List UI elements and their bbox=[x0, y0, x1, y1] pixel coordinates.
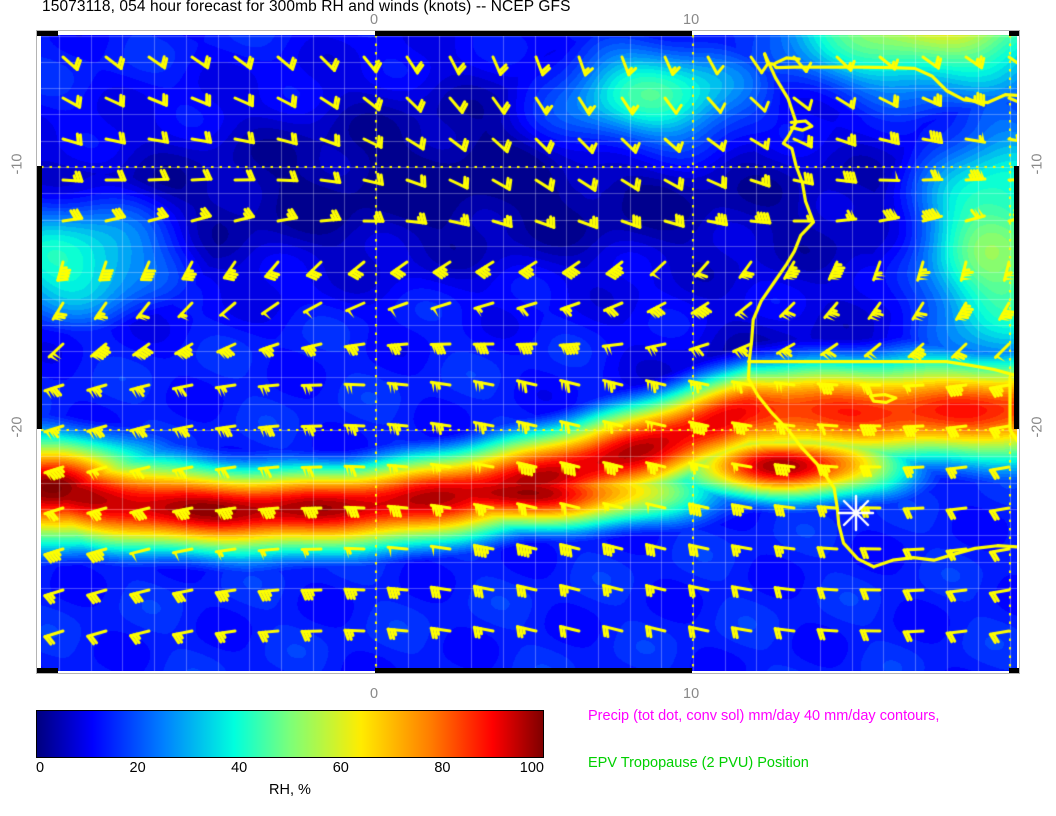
colorbar-tick-0: 0 bbox=[36, 760, 45, 776]
page-title: 15073118, 054 hour forecast for 300mb RH… bbox=[42, 0, 571, 15]
colorbar-tick-100: 100 bbox=[519, 760, 544, 776]
frame-tick-left--10 bbox=[37, 166, 42, 429]
colorbar-tick-40: 40 bbox=[231, 760, 248, 776]
rh-wind-field-canvas bbox=[41, 35, 1017, 671]
colorbar: RH, % 0 20 40 60 80 100 bbox=[36, 710, 544, 798]
colorbar-title: RH, % bbox=[269, 782, 311, 798]
map-frame bbox=[36, 30, 1020, 674]
axis-label-right-lat-m20: -20 bbox=[1029, 416, 1046, 438]
axis-label-bottom-lon-0: 0 bbox=[370, 686, 379, 702]
axis-label-top-lon-0: 0 bbox=[370, 12, 379, 28]
frame-tick-right--10 bbox=[1014, 166, 1019, 429]
frame-tick-top--20 bbox=[37, 31, 58, 36]
map-plot-area bbox=[36, 30, 1020, 674]
colorbar-gradient bbox=[36, 710, 544, 758]
axis-label-top-lon-10: 10 bbox=[683, 12, 700, 28]
colorbar-tick-60: 60 bbox=[332, 760, 349, 776]
map-field bbox=[41, 35, 1017, 671]
axis-label-right-lat-m10: -10 bbox=[1029, 153, 1046, 175]
legend-precip: Precip (tot dot, conv sol) mm/day 40 mm/… bbox=[588, 708, 940, 724]
colorbar-tick-80: 80 bbox=[434, 760, 451, 776]
frame-tick-bottom--20 bbox=[37, 668, 58, 673]
frame-tick-top-20 bbox=[1009, 31, 1019, 36]
colorbar-tick-20: 20 bbox=[129, 760, 146, 776]
frame-tick-top-0 bbox=[375, 31, 692, 36]
frame-tick-bottom-0 bbox=[375, 668, 692, 673]
axis-label-bottom-lon-10: 10 bbox=[683, 686, 700, 702]
frame-tick-bottom-20 bbox=[1009, 668, 1019, 673]
axis-label-left-lat-m10: -10 bbox=[9, 153, 26, 175]
legend-epv: EPV Tropopause (2 PVU) Position bbox=[588, 755, 809, 771]
axis-label-left-lat-m20: -20 bbox=[9, 416, 26, 438]
